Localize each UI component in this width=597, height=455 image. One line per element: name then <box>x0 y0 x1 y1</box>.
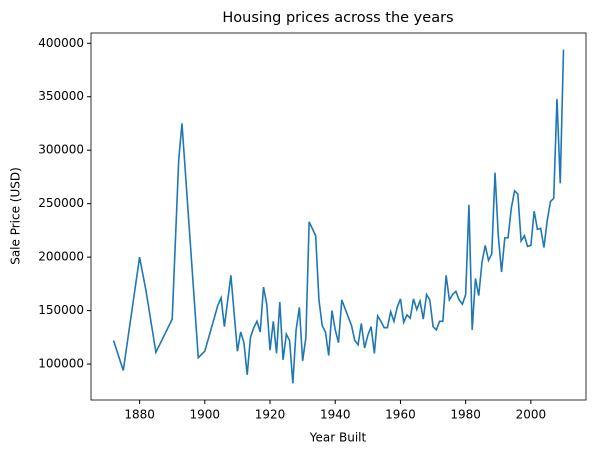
y-tick-label: 350000 <box>38 89 84 103</box>
chart-title: Housing prices across the years <box>222 10 453 26</box>
y-tick-label: 200000 <box>38 250 84 264</box>
x-tick-label: 1960 <box>385 408 416 422</box>
y-axis-label: Sale Price (USD) <box>9 167 23 265</box>
x-tick-label: 1980 <box>450 408 481 422</box>
y-tick-label: 150000 <box>38 303 84 317</box>
x-tick-label: 1940 <box>320 408 351 422</box>
y-tick-label: 400000 <box>38 36 84 50</box>
plot-frame <box>90 32 587 401</box>
y-tick-label: 250000 <box>38 196 84 210</box>
x-tick-label: 1900 <box>190 408 221 422</box>
y-tick-label: 100000 <box>38 357 84 371</box>
x-tick-label: 1880 <box>124 408 155 422</box>
y-tick-label: 300000 <box>38 143 84 157</box>
x-tick-label: 1920 <box>255 408 286 422</box>
x-tick-label: 2000 <box>516 408 547 422</box>
x-axis-label: Year Built <box>309 431 367 445</box>
line-series <box>112 49 565 384</box>
